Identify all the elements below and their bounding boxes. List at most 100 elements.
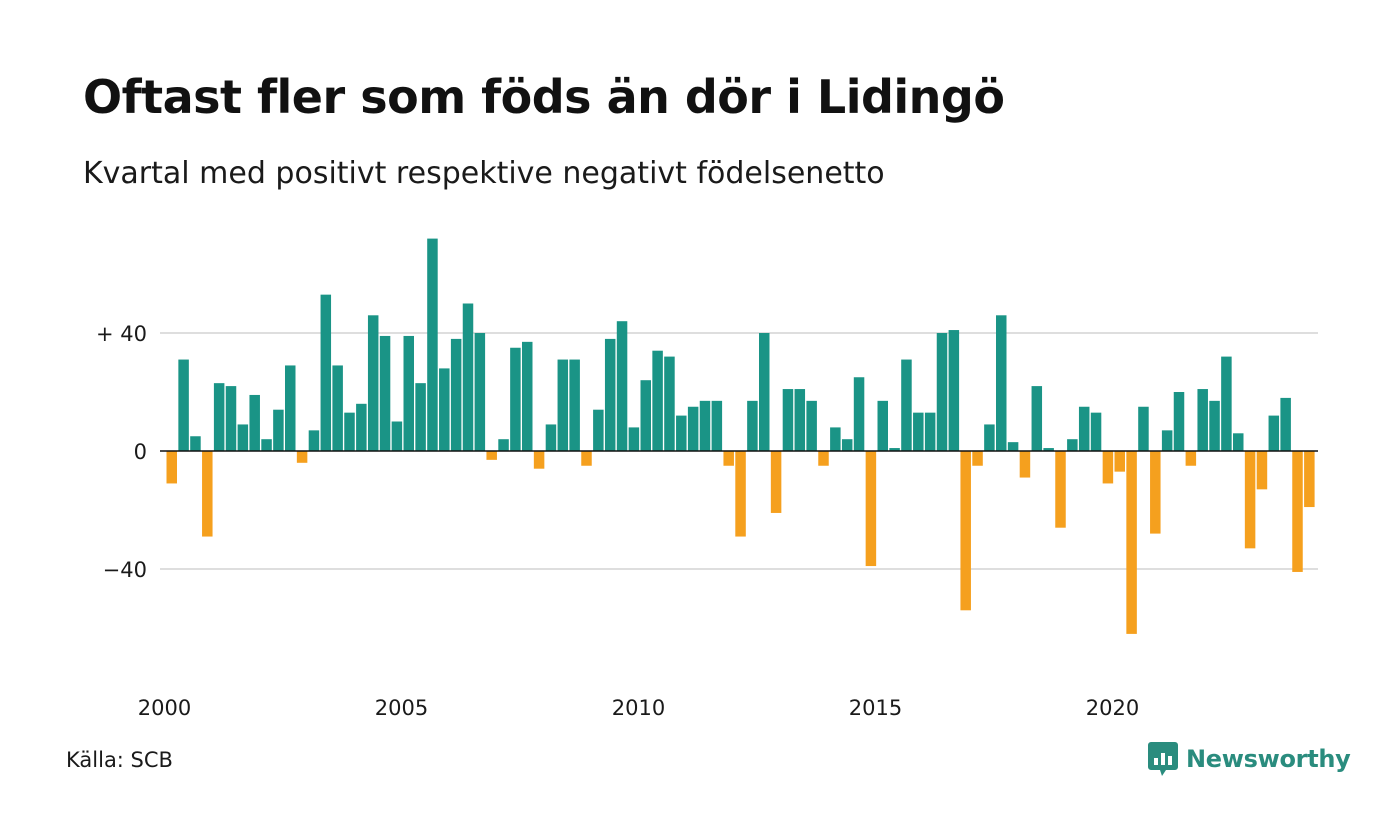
- bar: [285, 365, 296, 451]
- bar: [687, 406, 699, 451]
- bar: [984, 424, 995, 451]
- bar: [759, 333, 770, 451]
- x-tick-label: 2000: [138, 696, 191, 720]
- bar: [213, 383, 225, 451]
- bar: [723, 451, 734, 466]
- bar: [332, 365, 343, 451]
- bar: [1173, 392, 1185, 451]
- bar: [747, 400, 758, 451]
- bar: [367, 315, 379, 451]
- bar: [877, 400, 888, 451]
- bar: [557, 359, 569, 451]
- bar: [1150, 451, 1161, 534]
- bars: [160, 238, 1318, 634]
- bar: [1209, 400, 1220, 451]
- bar: [379, 335, 391, 451]
- bar: [1304, 451, 1315, 508]
- bar: [569, 359, 580, 451]
- bar: [1138, 406, 1149, 451]
- bar: [616, 321, 628, 451]
- bar: [1114, 451, 1125, 472]
- bar: [391, 421, 403, 451]
- y-axis-ticks: + 40 0 −40: [96, 322, 147, 582]
- bar: [344, 412, 355, 451]
- bar: [249, 394, 260, 451]
- bar: [948, 330, 960, 451]
- bar: [711, 400, 723, 451]
- bar: [853, 377, 865, 451]
- bar: [1280, 397, 1291, 451]
- bar: [273, 409, 284, 451]
- brand-logo: Newsworthy: [1148, 742, 1351, 776]
- bar: [225, 386, 237, 451]
- bar: [522, 341, 533, 451]
- bar: [1067, 439, 1078, 451]
- bar: [320, 294, 332, 451]
- bar: [676, 415, 687, 451]
- bar: [1197, 389, 1208, 451]
- bar: [901, 359, 912, 451]
- x-tick-label: 2010: [612, 696, 665, 720]
- y-tick-label: + 40: [96, 322, 147, 346]
- bar: [699, 400, 711, 451]
- bar: [1185, 451, 1197, 466]
- bar: [439, 368, 450, 451]
- bar: [1161, 430, 1173, 451]
- bar: [924, 412, 936, 451]
- source-note: Källa: SCB: [66, 748, 173, 772]
- bar: [1268, 415, 1280, 451]
- bar: [818, 451, 829, 466]
- bar: [308, 430, 320, 451]
- bar: [735, 451, 746, 537]
- bar: [190, 436, 201, 451]
- bar: [1102, 451, 1114, 484]
- brand-name: Newsworthy: [1186, 745, 1351, 773]
- bar: [1019, 451, 1031, 478]
- x-axis-ticks: 2000 2005 2010 2015 2020: [138, 696, 1139, 720]
- bar: [664, 356, 675, 451]
- bar: [806, 400, 817, 451]
- bar: [865, 451, 877, 567]
- gridlines: [160, 332, 1318, 570]
- bar: [498, 439, 509, 451]
- bar: [474, 333, 486, 451]
- bar: [996, 315, 1007, 451]
- bar: [356, 403, 367, 451]
- x-tick-label: 2020: [1086, 696, 1139, 720]
- bar: [1221, 356, 1232, 451]
- bar: [1043, 448, 1054, 451]
- bar: [972, 451, 983, 466]
- bar: [450, 338, 462, 451]
- bar: [628, 427, 640, 451]
- bar: [581, 451, 592, 466]
- bar: [486, 451, 497, 460]
- bar: [1055, 451, 1066, 528]
- newsworthy-logo-icon: [1148, 742, 1178, 776]
- bar: [261, 439, 272, 451]
- bar: [202, 451, 213, 537]
- chart-title: Oftast fler som föds än dör i Lidingö: [83, 70, 1005, 124]
- bar: [604, 338, 616, 451]
- bar: [960, 451, 971, 611]
- bar: [296, 451, 308, 463]
- bar: [770, 451, 782, 513]
- bar: [593, 409, 604, 451]
- chart-subtitle: Kvartal med positivt respektive negativt…: [83, 156, 885, 191]
- bar: [1244, 451, 1256, 549]
- bar: [913, 412, 924, 451]
- bar: [462, 303, 474, 451]
- x-tick-label: 2015: [849, 696, 902, 720]
- bar: [166, 451, 177, 484]
- bar: [415, 383, 426, 451]
- bar: [237, 424, 249, 451]
- bar: [178, 359, 189, 451]
- bar: [1126, 451, 1137, 634]
- bar: [510, 347, 521, 451]
- bar: [640, 380, 651, 451]
- bar: [936, 333, 948, 451]
- bar: [533, 451, 545, 469]
- bar: [1031, 386, 1043, 451]
- bar: [1078, 406, 1090, 451]
- bar: [830, 427, 841, 451]
